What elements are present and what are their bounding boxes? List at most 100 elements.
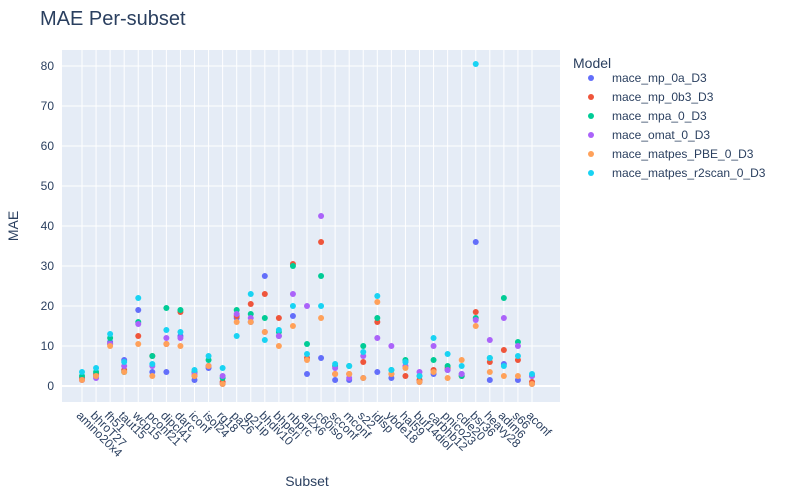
data-point bbox=[500, 363, 507, 369]
data-point bbox=[486, 377, 493, 383]
y-tick-label: 0 bbox=[47, 379, 54, 393]
data-point bbox=[360, 349, 367, 355]
data-point bbox=[121, 369, 128, 375]
data-point bbox=[177, 329, 184, 335]
data-point bbox=[289, 313, 296, 319]
data-point bbox=[529, 381, 535, 387]
data-point bbox=[500, 373, 507, 379]
data-point bbox=[219, 365, 226, 371]
data-point bbox=[430, 335, 437, 341]
legend-entry[interactable]: mace_matpes_r2scan_0_D3 bbox=[612, 166, 766, 180]
data-point bbox=[135, 341, 142, 347]
data-point bbox=[107, 331, 114, 337]
data-point bbox=[149, 353, 156, 359]
data-point bbox=[514, 373, 521, 379]
data-point bbox=[233, 333, 240, 339]
y-tick-labels: 0 10 20 30 40 50 60 70 80 bbox=[41, 59, 55, 393]
data-point bbox=[416, 373, 423, 379]
data-point bbox=[430, 369, 437, 375]
data-point bbox=[374, 335, 381, 341]
data-point bbox=[458, 357, 465, 363]
data-point bbox=[247, 291, 254, 297]
legend-title: Model bbox=[573, 55, 611, 71]
data-point bbox=[149, 373, 156, 379]
chart-title: MAE Per-subset bbox=[40, 8, 186, 30]
data-point bbox=[163, 369, 170, 375]
data-point bbox=[233, 311, 240, 317]
data-point bbox=[205, 363, 212, 369]
y-tick-label: 50 bbox=[41, 179, 55, 193]
data-point bbox=[261, 291, 268, 297]
data-point bbox=[318, 315, 325, 321]
data-point bbox=[500, 295, 507, 301]
data-point bbox=[430, 343, 437, 349]
data-point bbox=[177, 343, 184, 349]
data-point bbox=[163, 327, 170, 333]
data-point bbox=[275, 343, 282, 349]
data-point bbox=[332, 371, 339, 377]
data-point bbox=[374, 315, 381, 321]
legend-marker bbox=[588, 151, 594, 157]
data-point bbox=[275, 333, 282, 339]
data-point bbox=[261, 337, 268, 343]
data-point bbox=[247, 319, 254, 325]
data-point bbox=[458, 371, 465, 377]
data-point bbox=[135, 295, 142, 301]
data-point bbox=[472, 317, 479, 323]
y-axis-title: MAE bbox=[5, 211, 21, 241]
data-point bbox=[360, 359, 367, 365]
data-point bbox=[486, 369, 493, 375]
data-point bbox=[514, 343, 521, 349]
data-point bbox=[402, 359, 409, 365]
legend-marker bbox=[588, 132, 594, 138]
data-point bbox=[514, 353, 521, 359]
legend-entry[interactable]: mace_omat_0_D3 bbox=[612, 128, 710, 142]
data-point bbox=[374, 369, 381, 375]
data-point bbox=[472, 309, 479, 315]
data-point bbox=[135, 307, 142, 313]
data-point bbox=[458, 363, 465, 369]
data-point bbox=[346, 363, 353, 369]
data-point bbox=[261, 315, 268, 321]
data-point bbox=[374, 293, 381, 299]
data-point bbox=[275, 327, 282, 333]
data-point bbox=[472, 61, 479, 67]
data-point bbox=[374, 299, 381, 305]
data-point bbox=[486, 337, 493, 343]
data-point bbox=[163, 305, 170, 311]
data-point bbox=[500, 315, 507, 321]
data-point bbox=[289, 303, 296, 309]
data-point bbox=[219, 373, 226, 379]
data-point bbox=[191, 367, 198, 373]
data-point bbox=[304, 341, 310, 347]
data-point bbox=[388, 343, 395, 349]
legend-entry[interactable]: mace_mpa_0_D3 bbox=[612, 109, 707, 123]
data-point bbox=[304, 357, 310, 363]
data-point bbox=[135, 321, 142, 327]
data-point bbox=[444, 375, 451, 381]
data-point bbox=[529, 371, 535, 377]
data-point bbox=[444, 367, 451, 373]
data-point bbox=[402, 373, 409, 379]
data-point bbox=[107, 343, 114, 349]
data-point bbox=[318, 273, 325, 279]
legend-marker bbox=[588, 75, 594, 81]
data-point bbox=[304, 371, 310, 377]
legend-entry[interactable]: mace_mp_0b3_D3 bbox=[612, 90, 714, 104]
data-point bbox=[261, 273, 268, 279]
data-point bbox=[318, 303, 325, 309]
legend-entry[interactable]: mace_matpes_PBE_0_D3 bbox=[612, 147, 754, 161]
data-point bbox=[332, 361, 339, 367]
data-point bbox=[304, 303, 310, 309]
y-tick-label: 40 bbox=[41, 219, 55, 233]
data-point bbox=[289, 291, 296, 297]
data-point bbox=[79, 377, 85, 383]
data-point bbox=[121, 359, 128, 365]
data-point bbox=[472, 239, 479, 245]
legend-marker bbox=[588, 94, 594, 100]
data-point bbox=[318, 239, 325, 245]
data-point bbox=[177, 307, 184, 313]
data-point bbox=[205, 353, 212, 359]
legend-entry[interactable]: mace_mp_0a_D3 bbox=[612, 71, 707, 85]
data-point bbox=[318, 213, 325, 219]
